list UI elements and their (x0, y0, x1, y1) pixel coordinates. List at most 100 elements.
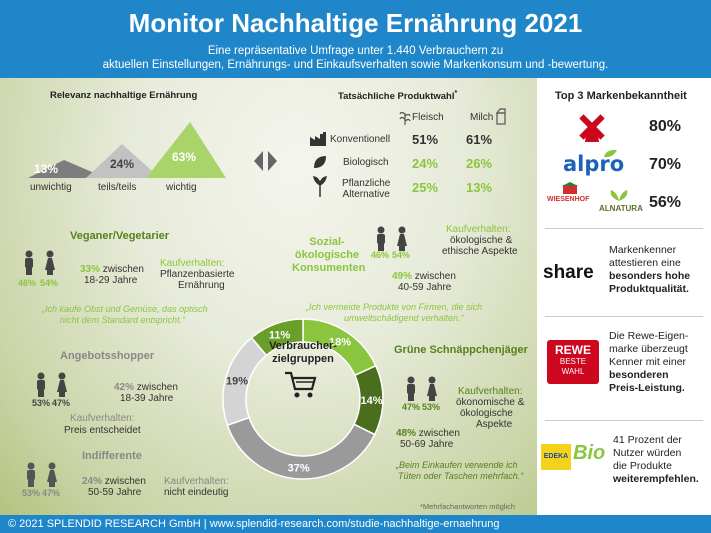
male-pct: 47% (42, 488, 61, 498)
relevance-value: 63% (172, 150, 197, 164)
alpro-logo: alpro (563, 152, 625, 176)
segment-title: Indifferente (82, 450, 142, 462)
product-choice-title: Tatsächliche Produktwahl* (338, 90, 458, 103)
age-range: 50-59 Jahre (88, 487, 142, 498)
row-label: Konventionell (330, 134, 391, 145)
row-label: Biologisch (343, 157, 389, 168)
buy-title: Kaufverhalten: (70, 413, 135, 424)
buy-title: Kaufverhalten: (458, 386, 523, 397)
person-icons (25, 250, 55, 275)
edeka-logo: EDEKA (541, 444, 571, 470)
buy-text: Preis entscheidet (64, 425, 141, 436)
segment-title: Veganer/Vegetarier (70, 230, 170, 242)
page-title: Monitor Nachhaltige Ernährung 2021 (128, 8, 583, 38)
wheat-icon (399, 111, 411, 125)
buy-text: ökonomische & (456, 397, 525, 408)
quote: nicht dem Standard entspricht.“ (60, 315, 186, 325)
plant-icon (313, 176, 327, 197)
relevance-value: 13% (34, 162, 59, 176)
quote: Tüten oder Taschen mehrfach.“ (398, 471, 524, 481)
brand-value: 56% (649, 194, 682, 211)
divider (545, 228, 703, 229)
donut-segment (250, 318, 304, 357)
relevance-label: wichtig (166, 182, 197, 193)
segment-title: Grüne Schnäppchenjäger (394, 344, 528, 356)
relevance-label: unwichtig (30, 182, 72, 193)
quote: „Beim Einkaufen verwende ich (396, 460, 518, 470)
donut-segment-label: 19% (226, 376, 248, 388)
row-value-meat: 24% (412, 156, 439, 171)
age-info: 42% zwischen (114, 382, 178, 393)
row-value-milk: 61% (466, 132, 493, 147)
male-pct: 54% (392, 250, 411, 260)
buy-title: Kaufverhalten: (164, 476, 229, 487)
person-icons (407, 376, 437, 401)
column-milk: Milch (470, 112, 494, 123)
donut-segment-label: 14% (360, 395, 382, 407)
alnatura-logo: ALNATURA (599, 204, 643, 213)
male-pct: 54% (40, 278, 59, 288)
rewe-beste-wahl-logo: REWE BESTE WAHL (547, 340, 599, 384)
age-info: 49% zwischen (392, 271, 456, 282)
share-text: Markenkenner attestieren eine besonders … (609, 244, 691, 295)
quote: umweltschädigend verhalten.“ (344, 313, 464, 323)
column-meat: Fleisch (412, 112, 444, 123)
row-label: Pflanzliche Alternative (342, 178, 391, 200)
subtitle-line: Eine repräsentative Umfrage unter 1.440 … (207, 45, 504, 57)
row-value-milk: 26% (466, 156, 493, 171)
age-info: 48% zwischen (396, 428, 460, 439)
person-icons (377, 226, 407, 251)
divider (545, 316, 703, 317)
milk-icon (495, 108, 506, 125)
row-value-milk: 13% (466, 180, 493, 195)
rewe-windmill-logo (579, 114, 605, 142)
footer: © 2021 SPLENDID RESEARCH GmbH | www.sple… (0, 515, 711, 533)
header: Monitor Nachhaltige Ernährung 2021 Eine … (0, 0, 711, 78)
buy-title: Kaufverhalten: (160, 258, 225, 269)
factory-icon (310, 132, 326, 146)
segment-title: Sozial- ökologische Konsumenten (292, 236, 366, 274)
triangle-wichtig (146, 122, 226, 178)
age-range: 50-69 Jahre (400, 439, 454, 450)
age-range: 18-29 Jahre (84, 275, 138, 286)
edeka-text: 41 Prozent der Nutzer würden die Produkt… (613, 434, 699, 485)
buy-text: ökologische & (450, 235, 513, 246)
footnote: *Mehrfachantworten möglich (420, 502, 516, 511)
sidebar: Top 3 Markenbekanntheit 80% alpro 70% WI… (537, 78, 711, 515)
buy-text: Ernährung (178, 280, 225, 291)
alnatura-leaf-icon (610, 190, 628, 201)
main-panel: Relevanz nachhaltige Ernährung 13% 24% 6… (0, 78, 537, 515)
divider (545, 420, 703, 421)
relevance-value: 24% (110, 157, 135, 171)
arrows-icon (254, 151, 277, 171)
share-logo: share (543, 262, 594, 283)
person-icons (37, 372, 67, 397)
leaf-icon (314, 156, 326, 168)
rewe-text: Die Rewe-Eigen- marke überzeugt Kenner m… (609, 330, 689, 394)
wiesenhof-icon (562, 182, 578, 194)
female-pct: 53% (22, 488, 41, 498)
donut-chart: 18% 14% 37% 19% 11% (222, 318, 384, 480)
buy-text: ökologische (460, 408, 513, 419)
page-subtitle: Eine repräsentative Umfrage unter 1.440 … (40, 44, 671, 72)
wiesenhof-logo: WIESENHOF (547, 196, 590, 203)
row-value-meat: 51% (412, 132, 439, 147)
relevance-triangles (28, 122, 226, 178)
male-pct: 47% (52, 398, 71, 408)
male-pct: 53% (422, 402, 441, 412)
age-info: 33% zwischen (80, 264, 144, 275)
brand-value: 70% (649, 156, 682, 173)
sidebar-title: Top 3 Markenbekanntheit (555, 90, 687, 102)
female-pct: 46% (18, 278, 37, 288)
edeka-bio-logo: Bio (573, 442, 606, 464)
triangle-teils (86, 144, 160, 178)
donut-segment-label: 18% (329, 336, 351, 348)
buy-text: Aspekte (476, 419, 513, 430)
age-info: 24% zwischen (82, 476, 146, 487)
donut-center-label: Verbraucher- zielgruppen (269, 340, 337, 365)
person-icons (27, 462, 57, 487)
leaf-icon (604, 149, 617, 158)
age-range: 18-39 Jahre (120, 393, 174, 404)
cart-icon (285, 371, 317, 398)
quote: „Ich kaufe Obst und Gemüse, das optisch (42, 304, 208, 314)
